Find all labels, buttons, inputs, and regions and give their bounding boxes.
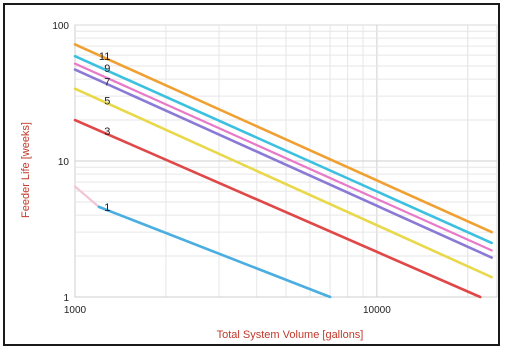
series-line-unlabeled bbox=[73, 62, 493, 252]
series-label-9: 9 bbox=[104, 63, 110, 75]
x-tick-label: 1000 bbox=[64, 305, 87, 316]
series-line-unlabeled bbox=[73, 185, 101, 208]
x-tick-label: 10000 bbox=[363, 305, 391, 316]
y-tick-label: 100 bbox=[52, 21, 69, 32]
series-line-11 bbox=[73, 43, 493, 234]
series-label-1: 1 bbox=[104, 202, 110, 214]
y-tick-label: 10 bbox=[58, 157, 70, 168]
chart-frame: 11 9 7 5 3 1 1000 10000 1 10 100 Total System Vol… bbox=[3, 3, 500, 346]
y-axis-label: Feeder Life [weeks] bbox=[20, 122, 32, 218]
series-line-3 bbox=[73, 118, 482, 299]
series-line-9 bbox=[73, 54, 493, 245]
series-line-1 bbox=[97, 205, 332, 299]
grid bbox=[74, 24, 498, 298]
series-line-7 bbox=[73, 68, 493, 259]
series-line-5 bbox=[73, 87, 493, 279]
x-axis-label: Total System Volume [gallons] bbox=[217, 329, 364, 341]
series-label-7: 7 bbox=[104, 76, 110, 88]
series-label-5: 5 bbox=[104, 96, 110, 108]
series-label-3: 3 bbox=[104, 126, 110, 138]
ticks: 1000 10000 1 10 100 bbox=[52, 21, 391, 316]
y-tick-label: 1 bbox=[63, 293, 69, 304]
series-label-11: 11 bbox=[99, 51, 110, 63]
